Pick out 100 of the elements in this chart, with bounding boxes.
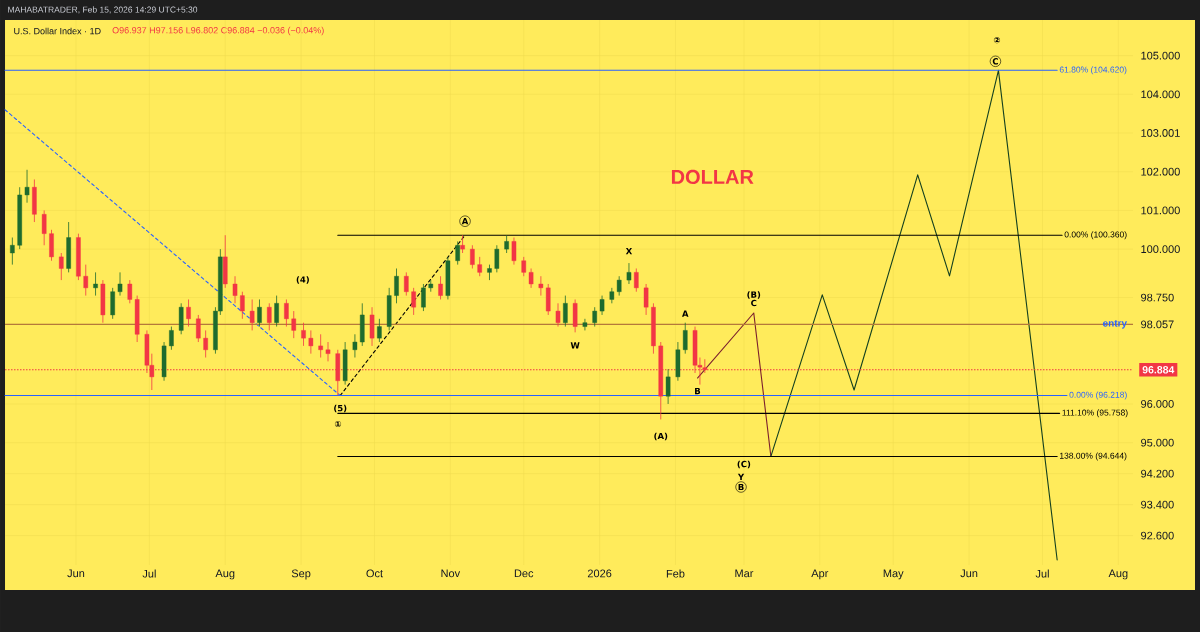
x-tick-label: Apr [811, 569, 829, 580]
text: U.S. Dollar Index · 1D [14, 27, 101, 35]
annotation: (5) [334, 404, 347, 413]
candlestick [178, 302, 184, 335]
annotation: ① [334, 420, 342, 428]
candlestick [626, 262, 632, 285]
annotation: O96.937 H97.156 L96.802 C96.884 −0.036 (−0.04%) [112, 26, 324, 36]
annotation: B [695, 387, 701, 395]
candlestick [110, 287, 115, 320]
annotation: X [625, 247, 633, 255]
line-series [770, 69, 1058, 561]
candlestick [196, 314, 201, 343]
x-tick-label: Jul [142, 569, 156, 578]
candlestick [301, 322, 306, 347]
candlestick [318, 333, 323, 358]
y-tick-label: 92.600 [1141, 531, 1174, 540]
candlestick [404, 271, 409, 296]
y-tick-label: 96.000 [1141, 400, 1174, 408]
annotation: (A) [654, 432, 668, 441]
candlestick [411, 287, 416, 316]
annotation: B [738, 483, 744, 491]
candlestick [682, 322, 688, 355]
candlestick [643, 283, 649, 316]
annotation: A [461, 218, 469, 225]
candlestick [41, 210, 47, 246]
candlestick [284, 299, 289, 327]
candlestick [665, 368, 671, 405]
y-tick-label: 95.000 [1141, 438, 1174, 447]
candlestick [274, 295, 279, 327]
x-tick-label: Jun [67, 569, 85, 578]
candlestick [470, 244, 475, 269]
candlestick [421, 283, 426, 312]
y-tick-label: 102.000 [1141, 167, 1180, 176]
candlestick [186, 299, 191, 327]
annotation: ② [993, 37, 1001, 44]
candlestick [49, 229, 54, 262]
candlestick [599, 295, 605, 316]
annotation: C [992, 58, 999, 65]
y-tick-label: 103.001 [1141, 129, 1180, 137]
candlestick [582, 318, 588, 331]
series-label: 138.00% (94.644) [1060, 452, 1127, 461]
candlestick [169, 326, 174, 351]
x-tick-label: Jun [960, 569, 978, 578]
y-tick-label: 105.000 [1141, 51, 1180, 60]
candlestick [521, 256, 527, 277]
annotation: W [570, 342, 580, 349]
y-tick-label: 94.200 [1141, 469, 1174, 478]
x-tick-label: Nov [441, 569, 461, 578]
series-label: 61.80% (104.620) [1059, 66, 1127, 75]
y-tick-label: 98.750 [1141, 293, 1174, 302]
candlestick [232, 275, 238, 304]
candlestick [528, 268, 534, 289]
x-tick-label: Feb [666, 569, 685, 578]
candlestick [249, 299, 255, 331]
candlestick [240, 291, 245, 320]
x-tick-label: Aug [215, 569, 235, 580]
series-label: 111.10% (95.758) [1062, 409, 1128, 418]
annotation: A [682, 310, 689, 317]
candlestick [555, 302, 561, 327]
text: MAHABATRADER, Feb 15, 2026 14:29 UTC+5:30 [8, 6, 198, 14]
candlestick [93, 271, 98, 296]
candlestick [511, 237, 517, 266]
candlestick [83, 264, 89, 296]
x-tick-label: Aug [1108, 569, 1128, 580]
x-tick-label: May [883, 569, 904, 580]
candlestick [267, 302, 272, 331]
candlestick [308, 330, 314, 355]
y-tick-label: 101.000 [1141, 206, 1180, 215]
x-tick-label: 2026 [587, 569, 612, 578]
candlestick [117, 271, 123, 296]
candlestick [572, 299, 578, 333]
text: DOLLAR [671, 169, 754, 185]
annotation: C [751, 299, 757, 307]
candlestick [24, 169, 30, 204]
x-tick-label: Dec [514, 569, 534, 578]
candlestick [438, 275, 443, 300]
candlestick [394, 268, 399, 304]
candlestick [634, 268, 639, 293]
x-tick-label: Mar [735, 569, 754, 578]
candlestick [352, 333, 358, 358]
candlestick [369, 306, 375, 347]
candlestick [203, 330, 208, 358]
x-tick-label: Jul [1035, 569, 1049, 578]
candlestick [325, 341, 331, 362]
candlestick [291, 310, 297, 339]
ref-line-label: 96.884 [1142, 366, 1175, 374]
candlestick [59, 252, 64, 281]
series-label: 0.00% (100.360) [1064, 231, 1127, 240]
x-tick-label: Oct [366, 569, 383, 578]
candlestick [10, 237, 15, 266]
candlestick [563, 295, 568, 327]
candlestick [477, 256, 482, 277]
y-tick-label: 100.000 [1141, 245, 1180, 254]
annotation: (4) [296, 276, 309, 284]
candlestick [592, 306, 597, 327]
annotation: Y [737, 473, 745, 481]
candlestick [377, 318, 382, 343]
y-tick-label: 98.057 [1141, 320, 1174, 329]
candlestick [494, 244, 500, 273]
candlestick [257, 299, 262, 327]
